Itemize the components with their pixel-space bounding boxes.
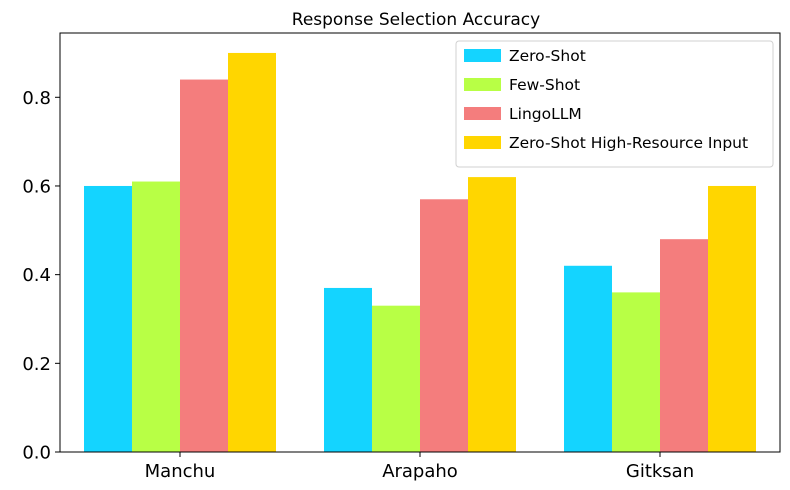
chart-title: Response Selection Accuracy <box>292 10 540 30</box>
bar-arapaho-zero-shot-high-resource-input <box>468 177 516 452</box>
bar-gitksan-zero-shot <box>564 265 612 452</box>
y-tick-label: 0.8 <box>22 88 51 109</box>
y-tick-label: 0.6 <box>22 176 51 197</box>
legend-box <box>455 40 774 168</box>
bar-manchu-lingollm <box>180 79 228 453</box>
bar-arapaho-zero-shot <box>324 287 372 452</box>
legend-swatch <box>464 136 501 149</box>
bar-arapaho-lingollm <box>420 199 468 452</box>
x-tick-label: Arapaho <box>382 461 458 482</box>
x-tick-label: Gitksan <box>626 461 694 482</box>
bar-manchu-zero-shot <box>84 185 132 452</box>
legend: Zero-Shot Few-Shot LingoLLM Zero-Shot High-… <box>455 40 774 168</box>
legend-swatch <box>464 78 501 91</box>
y-tick-label: 0.2 <box>22 354 51 375</box>
bar-manchu-few-shot <box>132 181 180 452</box>
bar-arapaho-few-shot <box>372 305 420 452</box>
legend-label: Zero-Shot High-Resource Input <box>509 134 748 152</box>
bar-gitksan-zero-shot-high-resource-input <box>708 185 756 452</box>
bar-manchu-zero-shot-high-resource-input <box>228 52 276 452</box>
legend-swatch <box>464 107 501 120</box>
legend-swatch <box>464 49 501 62</box>
legend-label: LingoLLM <box>509 105 582 123</box>
y-tick-label: 0.0 <box>22 443 51 464</box>
x-tick-label: Manchu <box>145 461 216 482</box>
y-tick-label: 0.4 <box>22 265 51 286</box>
bars-group <box>84 52 756 453</box>
bar-gitksan-few-shot <box>612 292 660 452</box>
bar-gitksan-lingollm <box>660 239 708 452</box>
axes-group: 0.0 0.2 0.4 0.6 0.8 Manchu Arapaho Gitksan <box>22 32 781 482</box>
legend-label: Zero-Shot <box>509 47 586 65</box>
legend-label: Few-Shot <box>509 76 580 94</box>
